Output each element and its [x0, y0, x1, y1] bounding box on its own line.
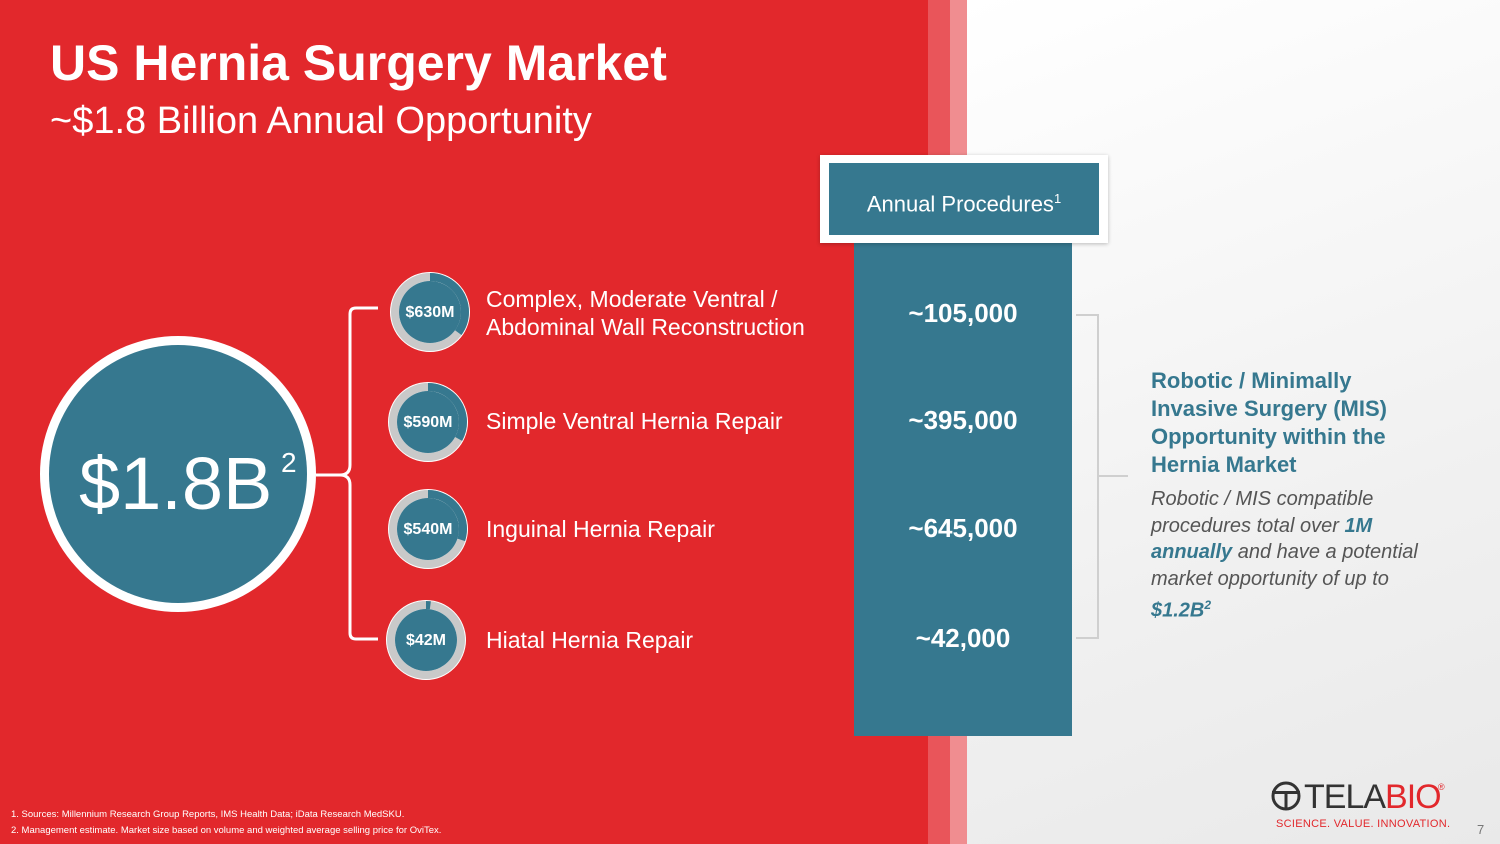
segment-label-1: Complex, Moderate Ventral / Abdominal Wa… [486, 285, 805, 341]
segment-donut-3 [388, 489, 468, 569]
donut-center [397, 498, 459, 560]
mis-opportunity-title: Robotic / Minimally Invasive Surgery (MI… [1151, 367, 1387, 479]
mis-title-line3: Opportunity within the [1151, 424, 1386, 449]
logo-name-part2: BIO [1385, 778, 1442, 816]
procedure-count-3: ~645,000 [908, 513, 1018, 543]
mis-desc-part1: Robotic / MIS compatible procedures tota… [1151, 488, 1374, 537]
mis-bracket [1076, 314, 1128, 639]
segment-donut-2 [388, 382, 468, 462]
segment-label-2: Simple Ventral Hernia Repair [486, 408, 783, 434]
segment-label-1-line1: Complex, Moderate Ventral / [486, 286, 778, 312]
donut-share-arc [387, 601, 465, 679]
procedures-column [854, 243, 1072, 736]
donut-center [395, 609, 457, 671]
procedure-count-2: ~395,000 [908, 405, 1018, 435]
slide-title: US Hernia Surgery Market [50, 35, 667, 91]
procedure-count-4: ~42,000 [915, 623, 1011, 653]
donut-share-arc [389, 490, 467, 568]
segment-donut-1 [390, 272, 470, 352]
telabio-logo-wordmark: TELABIO [1304, 778, 1442, 817]
page-number: 7 [1477, 822, 1485, 837]
segment-label-4: Hiatal Hernia Repair [486, 627, 694, 653]
donut-share-arc [389, 383, 467, 461]
procedures-header: Annual Procedures1 [829, 163, 1099, 235]
segment-label-1-line2: Abdominal Wall Reconstruction [486, 314, 805, 340]
segment-market-value-1: $630M [405, 304, 455, 321]
segment-market-value-4: $42M [405, 632, 447, 649]
mis-desc-part2: and have a potential market opportunity … [1151, 541, 1418, 590]
segment-label-3: Inguinal Hernia Repair [486, 516, 715, 542]
mis-opportunity-description: Robotic / MIS compatible procedures tota… [1151, 486, 1441, 624]
procedure-count-1: ~105,000 [908, 298, 1018, 328]
logo-tagline: SCIENCE. VALUE. INNOVATION. [1276, 818, 1451, 830]
footnote-1: 1. Sources: Millennium Research Group Re… [11, 809, 405, 820]
total-market-value: $1.8B [79, 442, 273, 525]
mis-desc-highlight-volume: 1M annually [1151, 514, 1373, 564]
total-market-circle-inner: $1.8B 2 [49, 345, 307, 603]
mis-title-line1: Robotic / Minimally [1151, 368, 1352, 393]
mis-title-line2: Invasive Surgery (MIS) [1151, 396, 1387, 421]
donut-center [399, 281, 461, 343]
mis-desc-footnote-ref: 2 [1204, 598, 1212, 612]
segment-donut-4 [386, 600, 466, 680]
logo-name-part1: TELA [1304, 778, 1386, 816]
segment-market-value-2: $590M [403, 414, 453, 431]
logo-registered-mark: ® [1438, 782, 1445, 792]
footnote-2: 2. Management estimate. Market size base… [11, 825, 442, 836]
segment-market-value-3: $540M [403, 521, 453, 538]
segments-bracket [316, 306, 378, 641]
mis-title-line4: Hernia Market [1151, 452, 1297, 477]
donut-center [397, 391, 459, 453]
procedures-header-footnote-ref: 1 [1053, 191, 1062, 206]
total-market-circle: $1.8B 2 [40, 336, 316, 612]
telabio-logo-icon [1271, 781, 1301, 811]
slide-subtitle: ~$1.8 Billion Annual Opportunity [50, 100, 592, 142]
total-market-footnote-ref: 2 [281, 447, 297, 478]
procedures-header-label: Annual Procedures [866, 191, 1054, 217]
mis-desc-highlight-value: $1.2B [1151, 599, 1205, 622]
donut-share-arc [391, 273, 469, 351]
